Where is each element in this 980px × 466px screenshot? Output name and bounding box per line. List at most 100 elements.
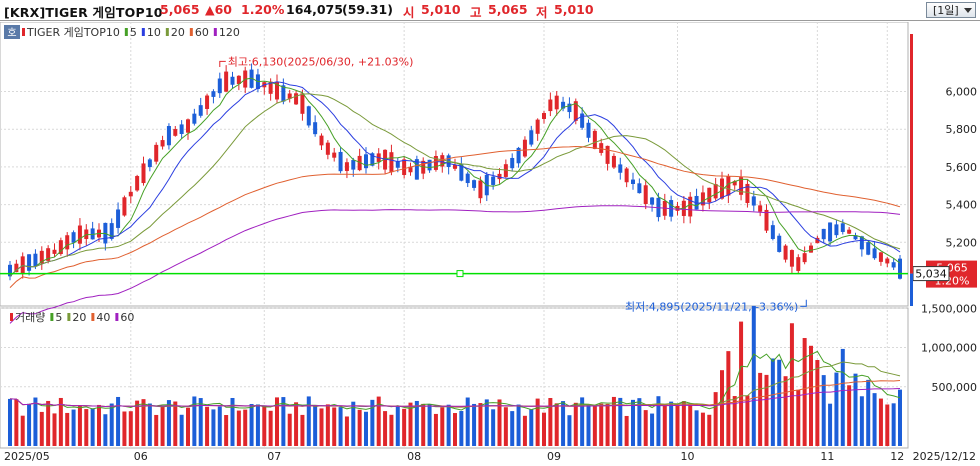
volume-bar[interactable] (592, 405, 597, 446)
volume-bar[interactable] (287, 413, 292, 446)
volume-bar[interactable] (306, 396, 311, 446)
volume-bar[interactable] (700, 412, 705, 446)
volume-bar[interactable] (46, 400, 51, 446)
volume-bar[interactable] (453, 413, 457, 446)
volume-bar[interactable] (97, 404, 101, 446)
volume-bar[interactable] (198, 398, 203, 446)
candle-body[interactable] (688, 196, 693, 217)
volume-bar[interactable] (141, 399, 146, 446)
volume-bar[interactable] (847, 385, 852, 446)
candle-body[interactable] (357, 155, 362, 171)
candle-body[interactable] (281, 85, 286, 102)
candle-body[interactable] (465, 173, 470, 184)
legend-label[interactable]: 거래량 (15, 311, 45, 324)
candle-body[interactable] (33, 253, 38, 267)
candle-body[interactable] (122, 197, 127, 216)
volume-bar[interactable] (840, 348, 845, 446)
candle-body[interactable] (624, 168, 629, 183)
volume-bar[interactable] (459, 411, 464, 446)
candle-body[interactable] (427, 159, 432, 171)
volume-bar[interactable] (548, 398, 553, 446)
volume-bar[interactable] (109, 403, 114, 446)
candle-body[interactable] (802, 253, 807, 263)
candle-body[interactable] (351, 160, 356, 170)
candle-body[interactable] (580, 113, 585, 128)
candle-body[interactable] (713, 184, 718, 199)
candle-body[interactable] (205, 95, 210, 109)
volume-bar[interactable] (783, 376, 788, 446)
volume-bar[interactable] (777, 359, 782, 446)
candle-body[interactable] (815, 237, 820, 244)
candle-body[interactable] (313, 122, 318, 135)
candle-body[interactable] (39, 250, 44, 264)
candle-body[interactable] (885, 258, 890, 264)
volume-bar[interactable] (853, 373, 858, 446)
candle-body[interactable] (294, 93, 299, 105)
candle-body[interactable] (522, 139, 527, 157)
volume-bar[interactable] (770, 358, 775, 446)
candle-body[interactable] (828, 222, 833, 242)
volume-bar[interactable] (39, 411, 44, 446)
volume-bar[interactable] (789, 323, 794, 446)
candle-body[interactable] (217, 78, 222, 94)
volume-bar[interactable] (878, 398, 883, 446)
volume-bar[interactable] (522, 415, 527, 446)
volume-bar[interactable] (599, 403, 604, 446)
volume-bar[interactable] (764, 374, 769, 446)
volume-bar[interactable] (281, 397, 286, 446)
volume-bar[interactable] (364, 411, 368, 446)
candle-body[interactable] (878, 252, 883, 262)
candle-body[interactable] (154, 144, 159, 162)
volume-bar[interactable] (465, 397, 470, 446)
volume-bar[interactable] (294, 402, 299, 446)
candle-body[interactable] (510, 157, 515, 169)
candle-body[interactable] (561, 101, 566, 109)
candle-body[interactable] (573, 101, 578, 121)
legend-label[interactable]: 40 (96, 311, 110, 324)
volume-bar[interactable] (338, 407, 343, 446)
volume-bar[interactable] (440, 407, 445, 446)
volume-bar[interactable] (103, 414, 108, 446)
volume-bar[interactable] (52, 413, 57, 446)
candle-body[interactable] (211, 91, 216, 97)
volume-bar[interactable] (383, 411, 388, 446)
volume-bar[interactable] (872, 393, 877, 446)
volume-bar[interactable] (605, 403, 610, 446)
volume-bar[interactable] (491, 409, 496, 446)
candle-body[interactable] (516, 147, 521, 164)
candle-body[interactable] (8, 264, 12, 277)
volume-bar[interactable] (643, 410, 648, 446)
candle-body[interactable] (707, 187, 712, 203)
volume-bar[interactable] (160, 406, 165, 446)
candle-body[interactable] (52, 249, 57, 254)
volume-bar[interactable] (815, 360, 820, 446)
volume-bar[interactable] (707, 414, 712, 446)
volume-bar[interactable] (58, 397, 63, 446)
volume-bar[interactable] (262, 406, 267, 446)
candle-body[interactable] (230, 76, 235, 85)
volume-bar[interactable] (122, 411, 127, 446)
candle-body[interactable] (777, 235, 782, 252)
candle-body[interactable] (497, 173, 502, 180)
candle-body[interactable] (71, 232, 76, 243)
volume-bar[interactable] (389, 414, 394, 446)
volume-bar[interactable] (516, 404, 521, 446)
candle-body[interactable] (745, 183, 750, 204)
candle-body[interactable] (567, 103, 572, 113)
volume-bar[interactable] (173, 401, 178, 446)
volume-bar[interactable] (319, 408, 324, 446)
stock-chart[interactable]: 6,000 5,800 5,600 5,400 5,200 1,500,000 1,000,… (0, 22, 980, 466)
volume-bar[interactable] (332, 407, 337, 446)
candle-body[interactable] (325, 142, 330, 155)
volume-bar[interactable] (351, 401, 356, 446)
candle-body[interactable] (65, 235, 70, 250)
candle-body[interactable] (179, 124, 184, 135)
volume-bar[interactable] (656, 396, 661, 446)
candle-body[interactable] (491, 176, 496, 185)
candle-body[interactable] (675, 205, 680, 211)
volume-bar[interactable] (275, 397, 279, 446)
volume-bar[interactable] (446, 404, 451, 446)
candle-body[interactable] (478, 180, 483, 199)
volume-bar[interactable] (376, 396, 381, 446)
candle-body[interactable] (109, 223, 114, 239)
